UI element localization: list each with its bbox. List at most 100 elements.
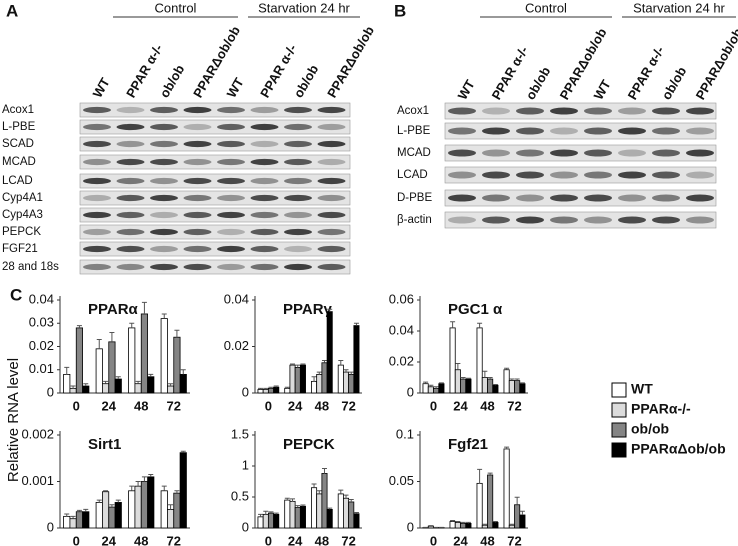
- blot-band: [482, 216, 510, 224]
- blot-band: [183, 177, 212, 185]
- error-bar: [103, 490, 109, 492]
- error-bar: [115, 499, 121, 503]
- bar: [179, 373, 187, 394]
- blot-band: [217, 158, 245, 166]
- error-bar: [141, 476, 147, 482]
- y-tick-label: 0.04: [389, 322, 414, 337]
- bar: [262, 389, 269, 394]
- blot-band: [516, 149, 544, 157]
- y-tick-label: 0.5: [231, 488, 249, 503]
- y-tick-label: 0.001: [21, 473, 54, 488]
- blot-band: [116, 140, 145, 148]
- bar: [299, 505, 306, 529]
- bar: [108, 341, 116, 394]
- blot-band: [284, 228, 312, 236]
- blot-band: [150, 228, 178, 236]
- bar: [294, 367, 301, 394]
- bar: [75, 511, 83, 529]
- blot-band: [116, 123, 145, 131]
- bar: [337, 364, 344, 394]
- x-tick-label: 0: [430, 398, 437, 413]
- error-bar: [258, 513, 264, 517]
- bar: [273, 386, 280, 394]
- blot-band: [150, 211, 178, 219]
- blot-band: [686, 149, 714, 157]
- blot-band: [183, 123, 212, 131]
- error-bar: [70, 515, 76, 519]
- bar: [316, 373, 323, 394]
- blot-row-label: Acox1: [2, 104, 34, 116]
- error-bar: [514, 496, 520, 505]
- x-tick-label: 72: [167, 398, 181, 413]
- blot-band: [550, 194, 578, 202]
- bar: [63, 373, 71, 394]
- blot-band: [317, 228, 346, 236]
- bar: [289, 500, 296, 529]
- blot-band: [516, 216, 544, 224]
- y-tick-label: 0.04: [29, 291, 54, 306]
- blot-band: [83, 245, 111, 253]
- error-bar: [109, 504, 115, 508]
- lane-label: ob/ob: [291, 62, 322, 100]
- blot-row-label: SCAD: [2, 138, 34, 150]
- bar: [519, 514, 526, 529]
- bar: [108, 506, 116, 529]
- bar: [427, 525, 434, 529]
- legend-swatch: [611, 442, 627, 458]
- blot-band: [150, 123, 178, 131]
- chart-title: Sirt1: [88, 436, 121, 453]
- legend-swatch: [611, 382, 627, 398]
- chart-title: PGC1 α: [448, 301, 503, 318]
- error-bar: [180, 450, 186, 453]
- bar: [311, 487, 318, 529]
- error-bar: [519, 382, 525, 384]
- blot-strip: [444, 122, 717, 140]
- bar: [316, 493, 323, 529]
- y-tick-label: 0: [47, 384, 54, 399]
- bar: [337, 493, 344, 529]
- x-tick-label: 72: [341, 398, 355, 413]
- x-tick-label: 48: [315, 533, 329, 546]
- error-bar: [311, 483, 317, 488]
- y-tick-label: 0.04: [224, 291, 249, 306]
- blot-band: [317, 158, 346, 166]
- bar: [167, 385, 175, 394]
- blot-strip: [79, 119, 351, 135]
- error-bar: [83, 383, 89, 387]
- error-bar: [103, 380, 109, 384]
- error-bar: [76, 325, 82, 328]
- lane-label: WT: [90, 75, 113, 100]
- blot-band: [217, 245, 245, 253]
- blot-band: [317, 123, 346, 131]
- panel-letter: A: [6, 1, 18, 20]
- bar: [449, 521, 456, 529]
- blot-band: [150, 158, 178, 166]
- blot-strip: [79, 224, 351, 240]
- blot-band: [217, 228, 245, 236]
- bar: [273, 513, 280, 529]
- blot-band: [550, 149, 578, 157]
- bar: [173, 492, 181, 529]
- bar: [438, 383, 445, 394]
- blot-band: [217, 123, 245, 131]
- x-tick-label: 48: [134, 398, 148, 413]
- error-bar: [428, 384, 434, 387]
- bar: [508, 380, 515, 394]
- blot-band: [284, 140, 312, 148]
- lane-label: ob/ob: [157, 62, 188, 100]
- lane-label: WT: [455, 77, 478, 102]
- x-tick-label: 24: [288, 533, 303, 546]
- blot-band: [317, 194, 346, 202]
- blot-strip: [444, 211, 717, 229]
- blot-band: [150, 245, 178, 253]
- bar: [82, 385, 90, 394]
- error-bar: [168, 383, 174, 387]
- y-tick-label: 0.002: [21, 426, 54, 441]
- blot-band: [448, 171, 476, 179]
- error-bar: [161, 313, 167, 319]
- error-bar: [316, 371, 322, 375]
- y-tick-label: 0.03: [29, 315, 54, 330]
- blot-band: [150, 140, 178, 148]
- x-tick-label: 24: [102, 533, 117, 546]
